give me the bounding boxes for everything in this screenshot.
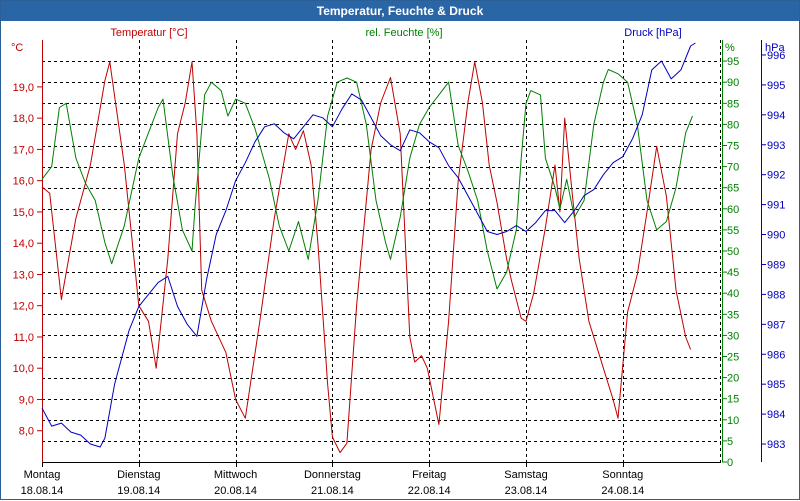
humidity-tick-label: 70 bbox=[727, 162, 739, 174]
pressure-tick-label: 994 bbox=[767, 110, 785, 122]
series-line-temperature bbox=[41, 61, 692, 454]
temperature-tick-label: 16,0 bbox=[13, 176, 34, 188]
pressure-tick-label: 987 bbox=[767, 319, 785, 331]
x-tick-label-day: Mittwoch bbox=[214, 469, 257, 481]
humidity-tick-label: 20 bbox=[727, 373, 739, 385]
x-tick-label-date: 20.08.14 bbox=[214, 485, 257, 497]
humidity-tick-label: 50 bbox=[727, 246, 739, 258]
legend-temperature: Temperatur [°C] bbox=[110, 27, 187, 39]
x-tick-label-day: Dienstag bbox=[117, 469, 160, 481]
legend-humidity: rel. Feuchte [%] bbox=[365, 27, 442, 39]
x-tick-label-day: Donnerstag bbox=[304, 469, 361, 481]
humidity-tick-label: 80 bbox=[727, 119, 739, 131]
legend-pressure: Druck [hPa] bbox=[624, 27, 681, 39]
pressure-tick-label: 993 bbox=[767, 140, 785, 152]
temperature-tick-label: 17,0 bbox=[13, 144, 34, 156]
x-tick-label-day: Samstag bbox=[504, 469, 547, 481]
temperature-tick-label: 15,0 bbox=[13, 207, 34, 219]
humidity-tick-label: 40 bbox=[727, 288, 739, 300]
pressure-tick-label: 991 bbox=[767, 200, 785, 212]
humidity-tick-label: 90 bbox=[727, 77, 739, 89]
pressure-unit-label: hPa bbox=[765, 42, 785, 54]
pressure-tick-label: 983 bbox=[767, 439, 785, 451]
humidity-tick-label: 15 bbox=[727, 394, 739, 406]
temperature-tick-label: 11,0 bbox=[13, 332, 34, 344]
x-tick-label-day: Montag bbox=[24, 469, 61, 481]
x-tick-label-date: 19.08.14 bbox=[117, 485, 160, 497]
temperature-tick-label: 14,0 bbox=[13, 238, 34, 250]
temperature-unit-label: °C bbox=[11, 42, 23, 54]
pressure-tick-label: 986 bbox=[767, 349, 785, 361]
pressure-tick-label: 995 bbox=[767, 80, 785, 92]
window-title: Temperatur, Feuchte & Druck bbox=[1, 1, 799, 21]
humidity-tick-label: 65 bbox=[727, 183, 739, 195]
humidity-tick-label: 45 bbox=[727, 267, 739, 279]
pressure-tick-label: 990 bbox=[767, 230, 785, 242]
temperature-tick-label: 9,0 bbox=[19, 394, 34, 406]
humidity-tick-label: 55 bbox=[727, 225, 739, 237]
temperature-tick-label: 10,0 bbox=[13, 363, 34, 375]
humidity-tick-label: 5 bbox=[727, 436, 733, 448]
pressure-tick-label: 988 bbox=[767, 289, 785, 301]
pressure-tick-label: 989 bbox=[767, 259, 785, 271]
x-tick-label-date: 22.08.14 bbox=[408, 485, 451, 497]
temperature-tick-label: 12,0 bbox=[13, 301, 34, 313]
humidity-tick-label: 10 bbox=[727, 415, 739, 427]
x-tick-label-date: 18.08.14 bbox=[21, 485, 64, 497]
humidity-tick-label: 60 bbox=[727, 204, 739, 216]
temperature-tick-label: 13,0 bbox=[13, 269, 34, 281]
humidity-tick-label: 85 bbox=[727, 98, 739, 110]
x-tick-label-date: 21.08.14 bbox=[311, 485, 354, 497]
x-tick-label-day: Freitag bbox=[412, 469, 446, 481]
series-line-humidity bbox=[41, 69, 693, 290]
humidity-tick-label: 35 bbox=[727, 309, 739, 321]
pressure-tick-label: 996 bbox=[767, 50, 785, 62]
humidity-tick-label: 95 bbox=[727, 56, 739, 68]
x-tick-label-day: Sonntag bbox=[602, 469, 643, 481]
x-tick-label-date: 24.08.14 bbox=[601, 485, 644, 497]
pressure-tick-label: 984 bbox=[767, 409, 785, 421]
humidity-tick-label: 75 bbox=[727, 141, 739, 153]
x-tick-label-date: 23.08.14 bbox=[505, 485, 548, 497]
series-line-pressure bbox=[41, 42, 696, 448]
temperature-tick-label: 8,0 bbox=[19, 426, 34, 438]
humidity-tick-label: 25 bbox=[727, 352, 739, 364]
pressure-tick-label: 985 bbox=[767, 379, 785, 391]
temperature-tick-label: 18,0 bbox=[13, 113, 34, 125]
temperature-tick-label: 19,0 bbox=[13, 82, 34, 94]
humidity-tick-label: 30 bbox=[727, 330, 739, 342]
pressure-tick-label: 992 bbox=[767, 170, 785, 182]
humidity-tick-label: 0 bbox=[727, 457, 733, 469]
humidity-unit-label: % bbox=[725, 42, 735, 54]
